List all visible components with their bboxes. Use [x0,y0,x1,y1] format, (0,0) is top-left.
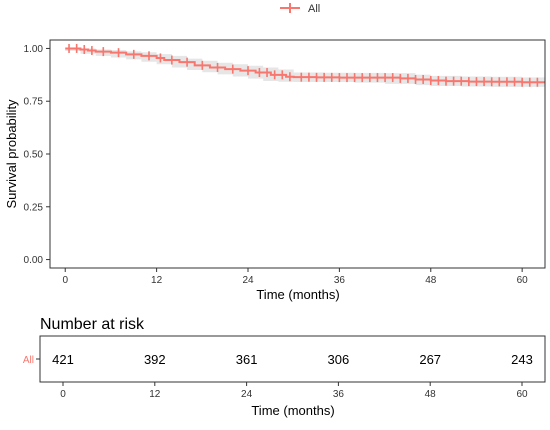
x-tick-label: 24 [242,275,254,286]
risk-x-tick-label: 60 [516,389,528,400]
survival-plot: 0.00 0.25 0.50 0.75 1.00 0 12 24 36 48 60 Time (m… [4,39,546,302]
x-tick-label: 0 [62,275,68,286]
risk-x-axis: 0 12 24 36 48 60 [60,382,528,400]
y-axis: 0.00 0.25 0.50 0.75 1.00 [24,44,50,266]
y-tick-label: 0.00 [24,255,44,266]
legend-label-all: All [308,3,320,15]
legend: All [280,3,320,15]
censor-marks-layer [68,43,539,87]
risk-value: 306 [328,352,350,367]
y-tick-label: 0.75 [24,97,44,108]
y-tick-label: 0.25 [24,202,44,213]
x-tick-label: 48 [425,275,437,286]
risk-x-axis-title: Time (months) [251,403,334,418]
risk-value: 421 [52,352,74,367]
risk-x-tick-label: 48 [425,389,437,400]
risk-table: Number at risk All 421 392 361 306 267 243 0 1… [23,316,546,418]
x-axis: 0 12 24 36 48 60 [62,268,528,286]
x-axis-title: Time (months) [256,287,339,302]
risk-value: 267 [419,352,441,367]
risk-x-tick-label: 36 [333,389,345,400]
confidence-band-layer [65,48,545,87]
risk-values: 421 392 361 306 267 243 [52,352,533,367]
y-axis-title: Survival probability [4,99,19,209]
risk-table-title: Number at risk [40,316,145,333]
risk-value: 243 [511,352,533,367]
x-tick-label: 60 [517,275,529,286]
confidence-band [65,48,545,87]
risk-x-tick-label: 0 [60,389,66,400]
risk-value: 392 [144,352,166,367]
risk-x-tick-label: 12 [149,389,161,400]
risk-row-label: All [23,355,34,366]
risk-table-frame [39,335,546,383]
x-tick-label: 36 [334,275,346,286]
risk-value: 361 [236,352,258,367]
x-tick-label: 12 [151,275,163,286]
y-tick-label: 0.50 [24,150,44,161]
risk-x-tick-label: 24 [241,389,253,400]
y-tick-label: 1.00 [24,44,44,55]
